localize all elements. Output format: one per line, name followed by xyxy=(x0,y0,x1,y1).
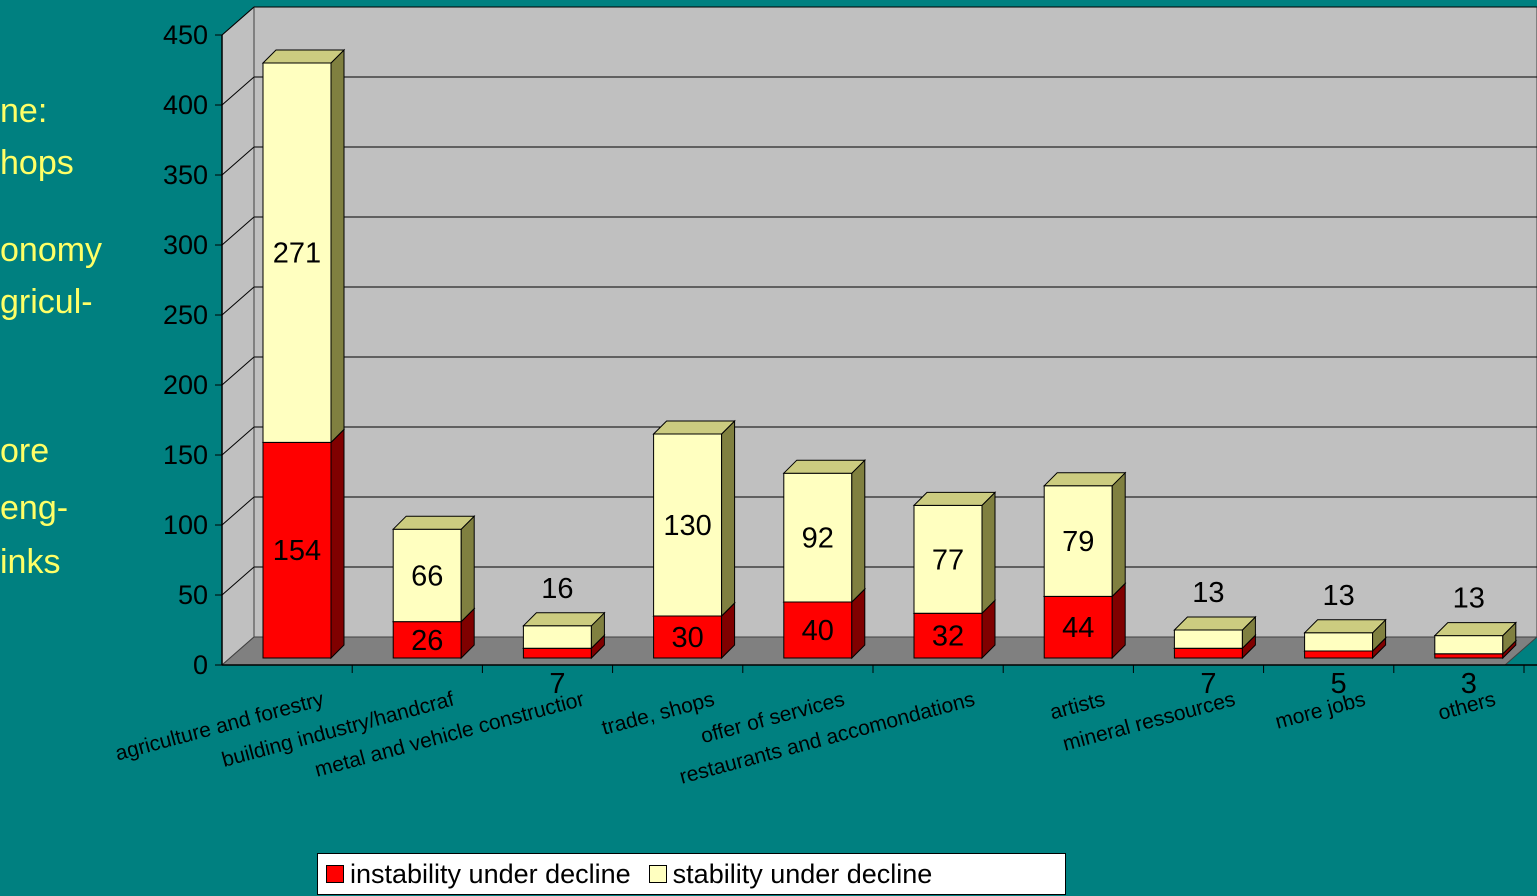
y-tick-label: 450 xyxy=(163,20,208,50)
bar-stability-9-front xyxy=(1434,635,1504,655)
data-label-instability: 7 xyxy=(549,668,565,700)
bar-stability-6-side xyxy=(1111,471,1126,598)
y-tick-label: 0 xyxy=(193,650,208,680)
data-label-stability: 13 xyxy=(1453,583,1485,615)
bar-stability-3-top xyxy=(652,420,736,435)
bar-stability-1-top xyxy=(391,515,476,530)
bar-instability-0-side xyxy=(330,428,345,660)
data-label-instability: 154 xyxy=(273,535,321,567)
y-tick-label: 250 xyxy=(163,300,208,330)
data-label-stability: 16 xyxy=(541,573,573,605)
bar-stability-5-top xyxy=(912,491,997,506)
side-text-line-7: inks xyxy=(0,543,61,581)
bar-stability-8-front xyxy=(1304,632,1374,652)
y-tick-label: 200 xyxy=(163,370,208,400)
bar-instability-8-front xyxy=(1304,650,1374,659)
side-text-line-2: hops xyxy=(0,144,74,182)
bar-stability-8-top xyxy=(1303,619,1387,634)
side-text-line-3: onomy xyxy=(0,231,103,269)
data-label-stability: 92 xyxy=(802,523,834,555)
gridline-side xyxy=(221,496,255,526)
y-tick-label: 300 xyxy=(163,230,208,260)
gridline-side xyxy=(221,286,255,316)
gridline-side xyxy=(221,356,255,386)
data-label-stability: 66 xyxy=(411,560,443,592)
chart-legend: instability under decline stability unde… xyxy=(317,853,1066,895)
x-tick-label: artists xyxy=(1047,688,1107,725)
data-label-instability: 30 xyxy=(671,622,703,654)
side-text-line-5: ore xyxy=(0,432,50,470)
bar-stability-4-top xyxy=(782,459,867,474)
data-label-stability: 13 xyxy=(1322,580,1354,612)
y-tick-label: 400 xyxy=(163,90,208,120)
bar-instability-9-front xyxy=(1434,653,1504,659)
data-label-instability: 5 xyxy=(1331,668,1347,700)
legend-swatch-stability xyxy=(648,865,667,883)
gridline-side xyxy=(221,426,255,456)
bar-stability-7-front xyxy=(1173,629,1243,649)
bar-stability-4-side xyxy=(851,458,866,604)
bar-stability-0-side xyxy=(330,48,345,444)
data-label-stability: 13 xyxy=(1192,577,1224,609)
data-label-instability: 7 xyxy=(1200,668,1216,700)
data-label-instability: 32 xyxy=(932,621,964,653)
gridline-side xyxy=(221,216,255,246)
side-text-line-1: ne: xyxy=(0,92,48,130)
gridline-side xyxy=(221,566,255,596)
data-label-instability: 44 xyxy=(1062,612,1094,644)
bar-stability-9-top xyxy=(1433,622,1518,637)
data-label-stability: 79 xyxy=(1062,526,1094,558)
bar-stability-5-side xyxy=(981,491,996,615)
y-tick-label: 50 xyxy=(178,580,208,610)
x-tick-label: more jobs xyxy=(1273,688,1368,734)
y-tick-label: 100 xyxy=(163,510,208,540)
y-tick-label: 150 xyxy=(163,440,208,470)
bar-instability-7-front xyxy=(1173,647,1243,659)
gridline-side xyxy=(221,146,255,176)
data-label-stability: 77 xyxy=(932,544,964,576)
side-text-line-6: eng- xyxy=(0,489,69,527)
legend-swatch-instability xyxy=(326,865,344,883)
bar-stability-2-front xyxy=(522,625,592,649)
legend-label-stability: stability under decline xyxy=(672,858,933,889)
bar-stability-0-top xyxy=(261,49,346,64)
legend-label-instability: instability under decline xyxy=(350,858,631,889)
bar-stability-3-side xyxy=(721,419,736,618)
data-label-instability: 3 xyxy=(1461,668,1477,700)
legend-item-instability: instability under decline xyxy=(326,859,631,890)
bar-stability-6-top xyxy=(1042,472,1127,487)
data-label-instability: 40 xyxy=(802,615,834,647)
data-label-instability: 26 xyxy=(411,625,443,657)
gridline-side xyxy=(221,76,255,106)
side-wall xyxy=(221,5,255,667)
legend-item-stability: stability under decline xyxy=(648,858,933,890)
bar-stability-2-top xyxy=(522,612,606,627)
y-tick-label: 350 xyxy=(163,160,208,190)
data-label-stability: 130 xyxy=(663,510,711,542)
bar-instability-2-front xyxy=(522,647,592,659)
bar-stability-1-side xyxy=(460,514,475,623)
gridline-side xyxy=(221,6,255,36)
side-text-line-4: gricul- xyxy=(0,283,93,321)
data-label-stability: 271 xyxy=(273,238,321,270)
bar-stability-7-top xyxy=(1173,616,1257,631)
